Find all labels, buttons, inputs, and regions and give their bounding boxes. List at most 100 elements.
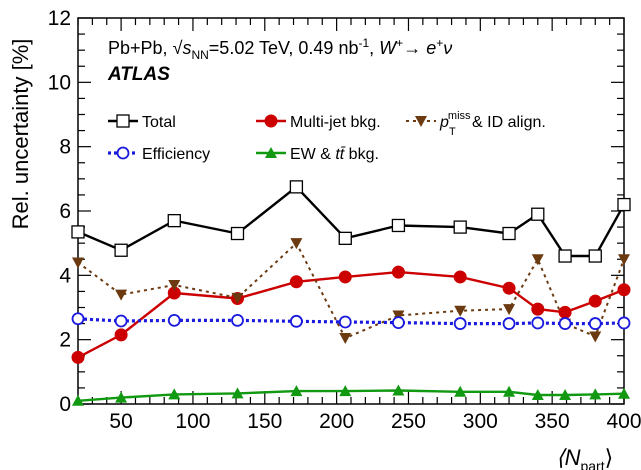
- legend-marker-efficiency: [116, 146, 130, 160]
- data-point-efficiency: [338, 315, 352, 329]
- legend-marker-ptmiss: [415, 116, 427, 127]
- data-point-efficiency: [392, 316, 405, 330]
- x-axis-title: ⟨Npart⟩: [556, 445, 613, 470]
- data-point-multijet: [453, 270, 467, 284]
- data-point-total: [617, 197, 631, 212]
- y-tick-label: 8: [59, 136, 71, 159]
- data-point-efficiency: [453, 317, 467, 330]
- series-markers: [71, 180, 631, 406]
- data-point-total: [588, 249, 602, 263]
- y-tick-label: 12: [48, 7, 71, 30]
- data-point-total: [289, 180, 304, 194]
- header-e: e: [426, 38, 436, 58]
- legend: Total Multi-jet bkg. pmiss T & ID align. E…: [108, 110, 546, 163]
- data-point-multijet: [338, 270, 352, 284]
- data-point-efficiency: [588, 317, 602, 330]
- header-annotation: Pb+Pb, √sNN=5.02 TeV, 0.49 nb-1, W+→ e+ν: [108, 36, 452, 62]
- data-point-ew: [339, 385, 352, 397]
- data-point-ptmiss: [618, 254, 630, 266]
- x-tick-label: 150: [247, 410, 282, 433]
- axis-ticks: [77, 17, 625, 405]
- data-point-multijet: [114, 328, 128, 342]
- data-point-multijet: [502, 281, 516, 295]
- series-line-multijet: [77, 270, 625, 359]
- data-point-ew: [231, 387, 244, 399]
- data-point-ptmiss: [589, 331, 602, 343]
- x-tick-label: 350: [535, 410, 570, 433]
- x-tick-label: 300: [463, 410, 498, 433]
- data-point-multijet: [71, 350, 85, 364]
- header-energy-sub: NN: [191, 48, 208, 62]
- legend-ptmiss-sub: T: [449, 126, 456, 138]
- data-point-total: [71, 225, 85, 239]
- legend-ptmiss-rest: & ID align.: [472, 114, 546, 131]
- header-w: W: [379, 38, 398, 58]
- header-comma: ,: [369, 38, 374, 58]
- data-point-total: [114, 243, 128, 257]
- header-arrow: →: [403, 38, 421, 58]
- legend-label-efficiency: Efficiency: [142, 146, 210, 163]
- y-tick-label: 4: [59, 264, 71, 287]
- y-tick-label: 2: [59, 329, 71, 352]
- data-point-efficiency: [531, 316, 545, 330]
- data-point-efficiency: [114, 314, 128, 328]
- legend-label-ew: EW & tt̄ bkg.: [290, 146, 379, 163]
- legend-ptmiss-sup: miss: [448, 110, 471, 122]
- data-point-ew: [531, 388, 544, 400]
- data-point-total: [167, 213, 181, 228]
- legend-label-ptmiss: pmiss T & ID align.: [439, 110, 546, 138]
- y-axis-title: Rel. uncertainty [%]: [8, 39, 33, 230]
- data-point-efficiency: [558, 317, 572, 330]
- axis-tick-labels: 50 100 150 200 250 300 350 400 0 2 4 6 8 10 12: [48, 7, 641, 433]
- data-point-ptmiss: [72, 257, 84, 269]
- data-point-ew: [115, 391, 128, 403]
- data-point-ptmiss: [392, 310, 405, 322]
- data-point-ptmiss: [531, 254, 544, 266]
- x-tick-label: 100: [175, 410, 210, 433]
- data-point-multijet: [391, 265, 405, 279]
- data-point-ew: [503, 385, 516, 397]
- data-point-multijet: [617, 283, 631, 297]
- data-point-efficiency: [289, 314, 303, 328]
- header-system: Pb+Pb,: [108, 38, 168, 58]
- data-point-multijet: [531, 302, 545, 316]
- data-point-ew: [589, 388, 602, 400]
- data-point-ptmiss: [168, 279, 181, 291]
- data-point-efficiency: [167, 313, 181, 327]
- data-point-total: [531, 207, 545, 221]
- data-point-efficiency: [502, 317, 516, 330]
- x-axis-title-sub: part: [580, 458, 604, 470]
- data-point-total: [558, 249, 572, 263]
- data-point-ptmiss: [454, 305, 467, 317]
- y-tick-label: 6: [59, 200, 71, 223]
- x-axis-title-close: ⟩: [605, 445, 614, 470]
- data-point-total: [230, 226, 245, 241]
- data-point-total: [453, 220, 467, 234]
- x-axis-title-main: ⟨N: [556, 445, 581, 470]
- legend-ew-main: EW &: [290, 146, 335, 163]
- y-tick-label: 10: [48, 71, 71, 94]
- data-point-total: [338, 231, 352, 245]
- header-lumi: 0.49 nb: [298, 38, 358, 58]
- data-point-multijet: [588, 294, 602, 308]
- x-tick-label: 400: [606, 410, 641, 433]
- data-point-multijet: [289, 275, 303, 289]
- x-tick-label: 50: [109, 410, 132, 433]
- data-point-total: [502, 226, 516, 241]
- data-point-ew: [72, 394, 84, 406]
- legend-ptmiss-p: p: [439, 114, 449, 131]
- data-point-ew: [559, 388, 572, 400]
- data-point-ew: [168, 388, 181, 400]
- data-point-multijet: [558, 305, 572, 319]
- header-nu: ν: [443, 38, 452, 58]
- legend-marker-multijet: [264, 114, 278, 128]
- experiment-label: ATLAS: [107, 64, 170, 85]
- data-point-efficiency: [617, 316, 631, 330]
- data-point-total: [391, 218, 406, 233]
- legend-marker-ew: [265, 147, 277, 158]
- data-point-ptmiss: [115, 289, 128, 301]
- series-line-total: [77, 185, 626, 258]
- data-point-ptmiss: [503, 304, 516, 316]
- legend-label-total: Total: [142, 114, 176, 131]
